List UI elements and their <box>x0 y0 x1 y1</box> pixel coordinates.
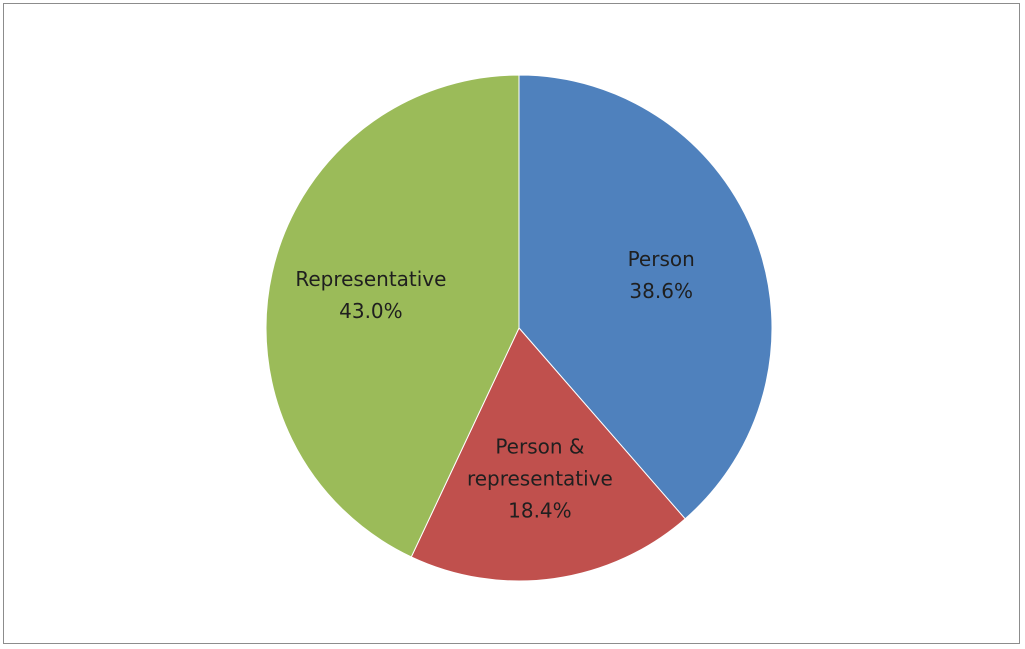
data-label-value: 38.6% <box>629 279 693 303</box>
data-label-category: representative <box>467 466 613 490</box>
pie-slice-representative <box>265 74 520 558</box>
pie-labels: Person 38.6% Person & representative 18.4% Re… <box>295 247 694 523</box>
data-label-person-representative: Person & representative 18.4% <box>467 434 613 522</box>
data-label-category: Person <box>628 247 695 271</box>
pie-slice-person-representative <box>410 327 686 582</box>
data-label-person: Person 38.6% <box>628 247 695 303</box>
data-label-category: Representative <box>295 267 446 291</box>
pie-slices <box>265 74 773 582</box>
data-label-value: 43.0% <box>339 299 403 323</box>
data-label-value: 18.4% <box>508 498 572 522</box>
pie-slice-person <box>518 74 773 520</box>
data-label-category: Person & <box>495 434 584 458</box>
data-label-representative: Representative 43.0% <box>295 267 446 323</box>
